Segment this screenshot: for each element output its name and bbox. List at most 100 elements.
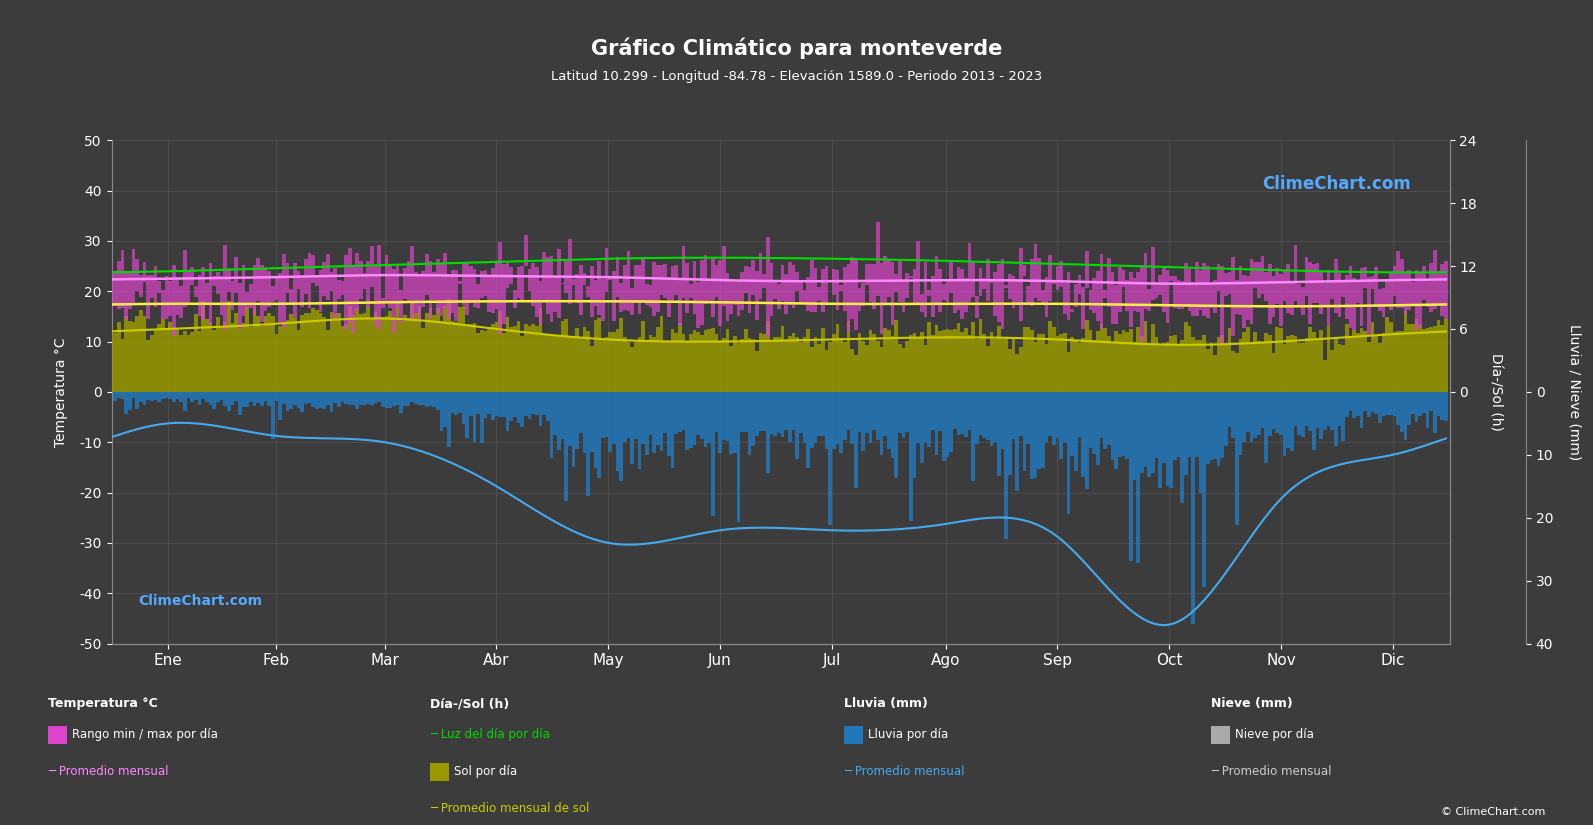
Bar [612,271,615,322]
Bar [366,261,370,307]
Bar [1056,266,1059,290]
Bar [1051,392,1056,445]
Bar [1330,280,1335,299]
Bar [1440,325,1445,392]
Bar [1150,247,1155,299]
Bar [327,392,330,405]
Bar [124,272,127,318]
Bar [825,266,828,303]
Bar [1316,392,1319,428]
Bar [209,322,212,392]
Bar [715,392,718,432]
Bar [773,282,777,299]
Bar [143,262,147,282]
Bar [311,309,315,392]
Bar [1297,285,1301,304]
Bar [205,392,209,403]
Bar [384,316,389,392]
Bar [795,272,800,291]
Bar [1004,337,1008,392]
Bar [1338,392,1341,426]
Bar [1136,392,1141,563]
Bar [234,313,237,392]
Bar [1335,337,1338,392]
Bar [840,285,843,291]
Bar [524,235,527,266]
Bar [169,392,172,399]
Bar [817,392,820,436]
Bar [194,286,198,297]
Bar [986,346,989,392]
Bar [1279,274,1282,326]
Bar [789,392,792,442]
Bar [733,337,736,392]
Bar [656,265,660,312]
Bar [282,253,285,328]
Bar [696,392,699,435]
Bar [183,392,186,411]
Bar [846,264,851,332]
Bar [436,259,440,313]
Bar [226,268,231,292]
Bar [180,392,183,402]
Bar [282,392,285,403]
Bar [338,392,341,407]
Bar [1301,287,1305,315]
Bar [1088,392,1093,448]
Bar [487,276,491,312]
Bar [1184,263,1187,307]
Bar [652,337,656,392]
Bar [887,392,890,449]
Bar [879,346,883,392]
Bar [1251,259,1254,324]
Bar [1166,392,1169,486]
Bar [1125,280,1129,312]
Bar [245,307,249,392]
Bar [1015,354,1020,392]
Bar [1400,392,1403,431]
Bar [975,392,978,444]
Bar [1389,273,1392,310]
Bar [828,342,832,392]
Bar [609,332,612,392]
Bar [1305,392,1308,426]
Bar [127,272,132,309]
Bar [586,392,589,496]
Bar [685,392,688,450]
Bar [645,392,648,455]
Bar [1324,282,1327,306]
Bar [147,340,150,392]
Bar [347,305,352,392]
Bar [231,323,234,392]
Bar [919,294,924,312]
Bar [542,334,546,392]
Bar [301,392,304,412]
Bar [752,261,755,295]
Bar [374,266,378,325]
Bar [766,392,769,474]
Bar [201,266,205,320]
Bar [1107,336,1110,392]
Bar [1192,392,1195,624]
Bar [403,392,406,406]
Bar [964,328,967,392]
Bar [256,258,260,301]
Bar [1235,353,1239,392]
Bar [381,298,384,308]
Bar [524,324,527,392]
Bar [1040,290,1045,304]
Bar [564,392,569,502]
Bar [411,302,414,392]
Bar [279,392,282,420]
Bar [264,392,268,402]
Bar [927,290,930,296]
Bar [784,274,789,314]
Bar [293,318,296,392]
Bar [992,339,997,392]
Bar [1203,392,1206,587]
Bar [513,326,516,392]
Bar [253,265,256,314]
Bar [722,338,725,392]
Bar [997,392,1000,476]
Bar [637,392,642,469]
